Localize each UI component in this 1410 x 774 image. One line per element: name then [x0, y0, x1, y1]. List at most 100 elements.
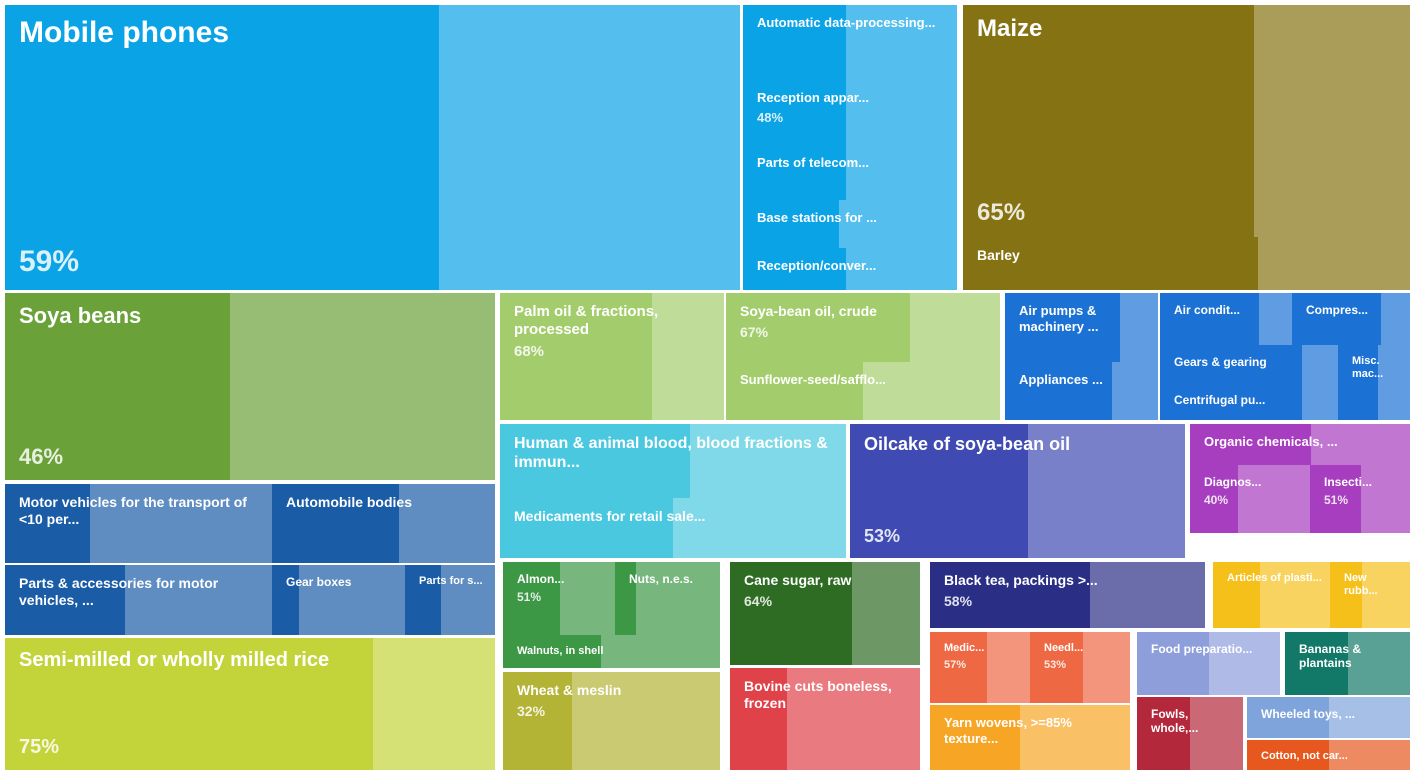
share-bar — [272, 565, 299, 635]
tile: Reception/conver... — [743, 248, 957, 290]
tile-label: Semi-milled or wholly milled rice — [19, 649, 330, 671]
tile: Organic chemicals, ... — [1190, 424, 1410, 465]
tile-value-label: 75% — [19, 736, 60, 758]
tile: Semi-milled or wholly milled rice 75% — [5, 638, 495, 770]
share-bar — [5, 5, 439, 290]
tile-label: New rubb... — [1344, 572, 1378, 598]
tile-label: Fowls, whole,... — [1151, 707, 1199, 736]
tile-label: Palm oil & fractions, processed — [514, 303, 659, 338]
tile-label: Gear boxes — [286, 575, 352, 589]
tile-label: Automatic data-processing... — [757, 15, 936, 30]
tile-value-label: 53% — [1044, 659, 1067, 672]
share-bar — [615, 562, 636, 635]
tile-label: Food preparatio... — [1151, 642, 1253, 656]
tile-value-label: 68% — [514, 343, 545, 360]
tile-label: Bananas & plantains — [1299, 642, 1362, 671]
tile: Diagnos... 40% — [1190, 465, 1310, 533]
tile: Centrifugal pu... — [1160, 383, 1338, 420]
tile: Bovine cuts boneless, frozen — [730, 668, 920, 770]
tile-label: Oilcake of soya-bean oil — [864, 434, 1071, 454]
share-bar — [726, 293, 910, 362]
tile-value-label: 64% — [744, 592, 773, 609]
tile: Almon... 51% — [503, 562, 615, 635]
share-bar — [503, 562, 561, 635]
share-bar — [1160, 293, 1259, 345]
tile-label: Diagnos... — [1204, 475, 1262, 489]
tile-value-label: 32% — [517, 702, 546, 719]
tile-label: Barley — [977, 247, 1020, 263]
tile-label: Yarn wovens, >=85% texture... — [944, 715, 1072, 746]
tile: Food preparatio... — [1137, 632, 1280, 695]
share-bar — [500, 293, 653, 420]
share-bar — [1247, 697, 1329, 738]
tile-label: Medicaments for retail sale... — [514, 508, 706, 524]
tile: Gear boxes — [272, 565, 405, 635]
tile-label: Medic... — [944, 642, 985, 654]
tile: Barley — [963, 237, 1410, 290]
share-bar — [5, 638, 373, 770]
tile-value-label: 58% — [944, 592, 973, 609]
tile: Compres... — [1292, 293, 1410, 345]
tile-label: Gears & gearing — [1174, 355, 1267, 369]
share-bar — [963, 237, 1259, 290]
tile: Walnuts, in shell — [503, 635, 720, 668]
share-bar — [743, 200, 840, 248]
tile: Articles of plasti... — [1213, 562, 1330, 628]
tile-label: Compres... — [1306, 303, 1369, 317]
share-bar — [272, 484, 400, 563]
tile-value-label: 48% — [757, 109, 784, 125]
tile-value-label: 53% — [864, 526, 901, 547]
tile-value-label: 40% — [1204, 493, 1229, 508]
share-bar — [5, 484, 91, 563]
share-bar — [500, 424, 691, 498]
share-bar — [726, 362, 863, 420]
tile: Oilcake of soya-bean oil 53% — [850, 424, 1185, 558]
tile: Insecti... 51% — [1310, 465, 1410, 533]
tile: Automobile bodies — [272, 484, 495, 563]
tile-label: Insecti... — [1324, 475, 1373, 489]
tile-label: Soya beans — [19, 303, 142, 328]
tile: Air pumps & machinery ... — [1005, 293, 1158, 362]
tile-label: Articles of plasti... — [1227, 572, 1322, 584]
share-bar — [1005, 362, 1113, 420]
tile-label: Reception/conver... — [757, 258, 877, 273]
tile-label: Automobile bodies — [286, 494, 412, 510]
tile-label: Centrifugal pu... — [1174, 393, 1266, 407]
tile-value-label: 65% — [977, 198, 1026, 226]
tile-value-label: 59% — [19, 245, 80, 278]
tile: Fowls, whole,... — [1137, 697, 1243, 770]
tile-value-label: 57% — [944, 659, 967, 672]
tile: Automatic data-processing... — [743, 5, 957, 80]
share-bar — [850, 424, 1028, 558]
tile-label: Soya-bean oil, crude — [740, 303, 877, 319]
share-bar — [1160, 383, 1303, 420]
tile: Gears & gearing — [1160, 345, 1338, 383]
tile: Reception appar... 48% — [743, 80, 957, 145]
tile-value-label: 46% — [19, 443, 64, 469]
tile: Palm oil & fractions, processed 68% — [500, 293, 724, 420]
tile: Wheeled toys, ... — [1247, 697, 1410, 738]
tile: Wheat & meslin 32% — [503, 672, 720, 770]
share-bar — [1338, 345, 1378, 420]
share-bar — [743, 80, 846, 145]
share-bar — [503, 635, 601, 668]
share-bar — [1310, 465, 1361, 533]
tile-label: Cane sugar, raw — [744, 572, 852, 588]
tile-label: Appliances ... — [1019, 372, 1103, 387]
tile-label: Parts & accessories for motor vehicles, … — [19, 575, 219, 608]
share-bar — [930, 705, 1020, 770]
tile-label: Mobile phones — [19, 16, 229, 49]
tile: Parts & accessories for motor vehicles, … — [5, 565, 272, 635]
tile-value-label: 51% — [1324, 493, 1349, 508]
share-bar — [743, 5, 846, 80]
tile-label: Organic chemicals, ... — [1204, 434, 1338, 449]
tile-label: Parts for s... — [419, 575, 483, 587]
tile-label: Base stations for ... — [757, 210, 877, 225]
share-bar — [743, 248, 846, 290]
tile: New rubb... — [1330, 562, 1410, 628]
share-bar — [1190, 424, 1311, 465]
share-bar — [1190, 465, 1238, 533]
tile-label: Maize — [977, 15, 1043, 42]
tile: Yarn wovens, >=85% texture... — [930, 705, 1130, 770]
